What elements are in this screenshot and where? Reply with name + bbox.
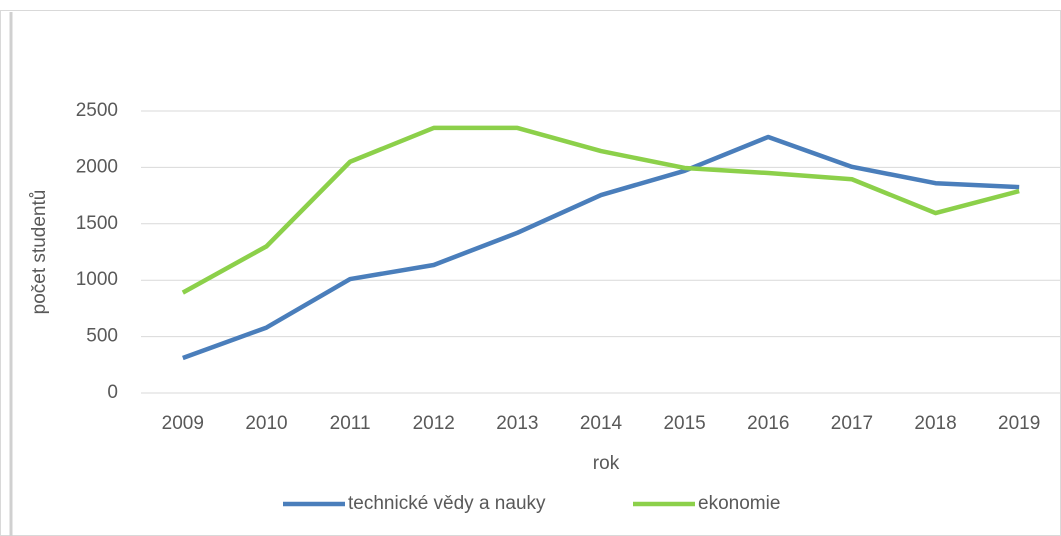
x-tick-label: 2019	[998, 413, 1040, 434]
x-tick-label: 2010	[245, 413, 287, 434]
y-tick-label: 2500	[76, 100, 118, 121]
x-tick-label: 2012	[413, 413, 455, 434]
x-tick-label: 2015	[663, 413, 705, 434]
chart-frame	[0, 10, 1061, 536]
x-tick-label: 2009	[162, 413, 204, 434]
y-tick-label: 1000	[76, 269, 118, 290]
x-axis-label: rok	[593, 453, 620, 474]
y-tick-label: 0	[107, 382, 118, 403]
x-tick-label: 2016	[747, 413, 789, 434]
x-tick-label: 2011	[330, 413, 371, 434]
series-line	[181, 125, 1020, 295]
y-tick-label: 500	[86, 326, 118, 347]
x-tick-label: 2013	[496, 413, 538, 434]
y-axis-label: počet studentů	[29, 190, 50, 315]
legend-label: technické vědy a nauky	[348, 493, 546, 514]
series-line	[182, 134, 1020, 361]
legend-label: ekonomie	[698, 493, 780, 514]
y-tick-label: 2000	[76, 156, 118, 177]
x-tick-label: 2017	[831, 413, 873, 434]
x-tick-label: 2014	[580, 413, 623, 434]
x-tick-label: 2018	[914, 413, 956, 434]
y-tick-label: 1500	[76, 213, 118, 234]
